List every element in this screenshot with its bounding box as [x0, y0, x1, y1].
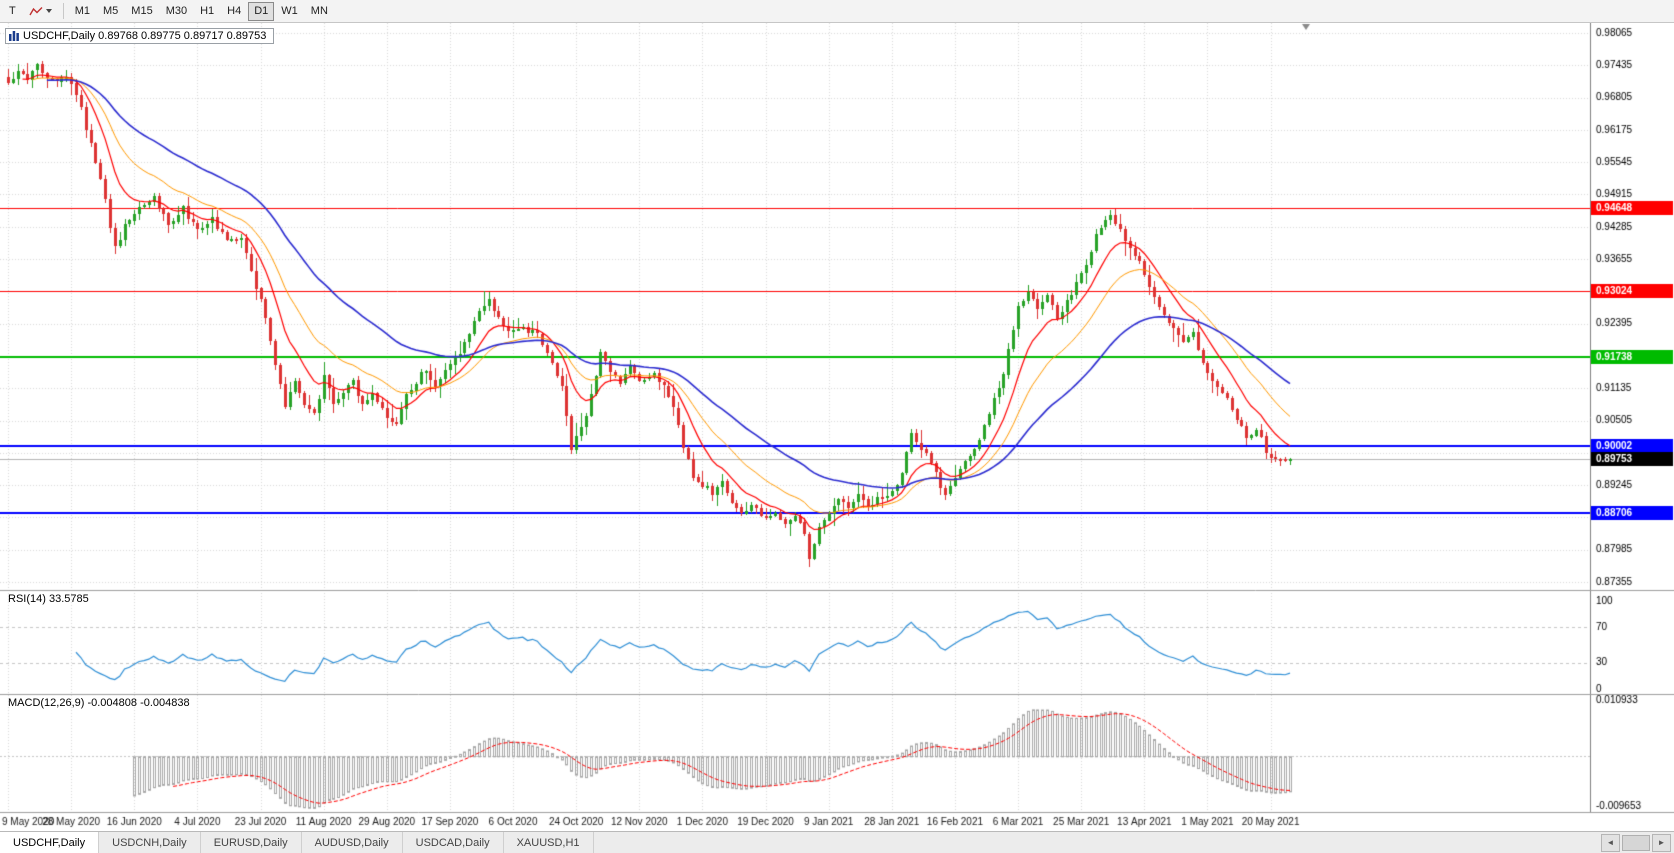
tab-scrollbar[interactable]: ◄ ► [1598, 832, 1674, 853]
macd-label: MACD(12,26,9) -0.004808 -0.004838 [8, 697, 190, 709]
tab-xauusd-h1[interactable]: XAUUSD,H1 [503, 832, 594, 853]
chart-tabs: USDCHF,Daily USDCNH,Daily EURUSD,Daily AUDU… [0, 832, 594, 853]
tab-scroll-thumb[interactable] [1622, 834, 1650, 851]
tab-usdcad-daily[interactable]: USDCAD,Daily [402, 832, 504, 853]
tab-usdchf-daily[interactable]: USDCHF,Daily [0, 832, 100, 853]
toolbar-separator [62, 3, 64, 19]
timeframe-button-h1[interactable]: H1 [200, 5, 215, 17]
price-chart-canvas[interactable] [0, 23, 1674, 831]
timeframe-button-group: M1 M5 M15 M30 H1 H4 D1 W1 MN [69, 1, 334, 21]
timeframe-button-d1[interactable]: D1 [248, 1, 275, 21]
chart-icon [9, 31, 19, 41]
toolbar: T M1 M5 M15 M30 H1 H4 D1 W1 MN [0, 0, 1674, 23]
chart-window[interactable]: USDCHF,Daily 0.89768 0.89775 0.89717 0.8… [0, 23, 1674, 831]
rsi-label: RSI(14) 33.5785 [8, 593, 89, 605]
indicators-dropdown-button[interactable] [23, 2, 58, 21]
tab-audusd-daily[interactable]: AUDUSD,Daily [301, 832, 403, 853]
tab-scroll-right-button[interactable]: ► [1652, 833, 1671, 852]
text-tool-label: T [9, 5, 16, 17]
tab-usdcnh-daily[interactable]: USDCNH,Daily [99, 832, 201, 853]
chart-tabs-bar: USDCHF,Daily USDCNH,Daily EURUSD,Daily AUDU… [0, 831, 1674, 853]
chevron-down-icon [45, 9, 52, 13]
indicator-zigzag-icon [29, 6, 43, 17]
timeframe-button-m15[interactable]: M15 [131, 5, 153, 17]
timeframe-button-m5[interactable]: M5 [103, 5, 119, 17]
text-tool-button[interactable]: T [3, 2, 22, 21]
tab-scroll-left-button[interactable]: ◄ [1601, 833, 1620, 852]
timeframe-button-m30[interactable]: M30 [165, 5, 188, 17]
chart-title: USDCHF,Daily 0.89768 0.89775 0.89717 0.8… [23, 30, 267, 42]
timeframe-button-m1[interactable]: M1 [74, 5, 91, 17]
tab-eurusd-daily[interactable]: EURUSD,Daily [200, 832, 302, 853]
chart-title-box: USDCHF,Daily 0.89768 0.89775 0.89717 0.8… [5, 28, 275, 44]
timeframe-button-h4[interactable]: H4 [227, 5, 242, 17]
timeframe-button-w1[interactable]: W1 [281, 5, 298, 17]
timeframe-button-mn[interactable]: MN [310, 5, 328, 17]
